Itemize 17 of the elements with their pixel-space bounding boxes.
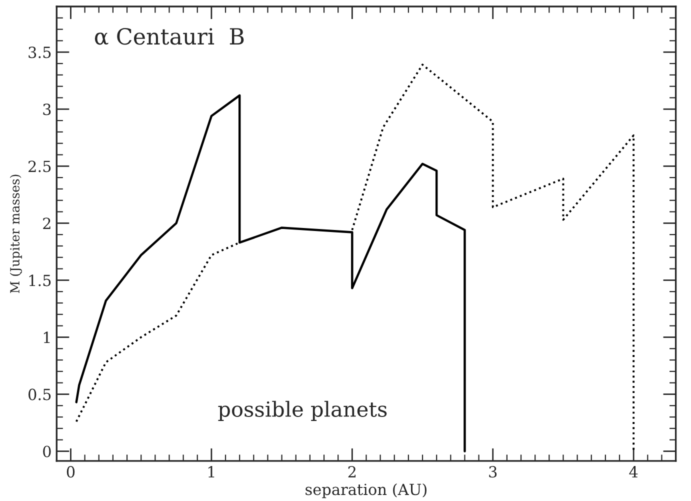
x-tick-label: 2 — [348, 466, 356, 478]
x-tick-label: 1 — [208, 466, 214, 478]
y-tick-label: 1.5 — [29, 274, 51, 286]
text: α Centauri B — [94, 28, 244, 45]
y-tick-label: 0.5 — [28, 388, 51, 400]
y-tick-label: 2 — [43, 218, 50, 229]
y-axis-title: M (Jupiter masses) — [10, 174, 22, 294]
y-tick-label: 1 — [44, 332, 50, 344]
x-axis-title: separation (AU) — [306, 483, 426, 498]
x-tick-label: 0 — [66, 466, 75, 478]
x-tick-label: 3 — [489, 466, 497, 478]
annotation: possible planets — [218, 400, 387, 422]
y-tick-label: 3.5 — [28, 46, 51, 58]
y-tick-label: 0 — [43, 446, 51, 458]
y-tick-label: 2.5 — [28, 160, 51, 172]
x-tick-label: 4 — [629, 466, 638, 478]
y-tick-label: 3 — [43, 104, 51, 116]
